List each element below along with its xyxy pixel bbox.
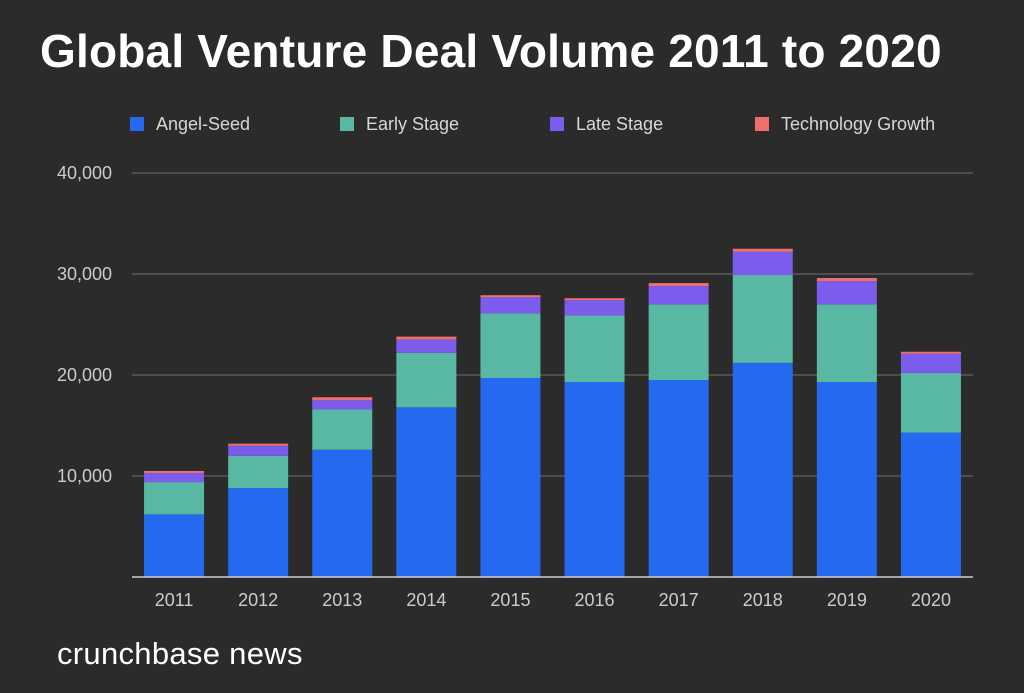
legend-swatch-angel-seed xyxy=(130,117,144,131)
x-tick-label: 2017 xyxy=(659,590,699,610)
bar-segment-technology-growth-2015 xyxy=(480,295,541,298)
y-tick-label: 30,000 xyxy=(57,264,112,284)
bar-segment-technology-growth-2011 xyxy=(144,470,205,473)
bar-segment-late-stage-2011 xyxy=(144,472,205,483)
legend-swatch-late-stage xyxy=(550,117,564,131)
x-tick-label: 2014 xyxy=(406,590,446,610)
bar-segment-early-stage-2017 xyxy=(648,304,709,381)
bar-segment-technology-growth-2019 xyxy=(816,278,877,282)
stacked-bar-chart: 10,000 20,000 30,000 40,000 2011 2012 2013 2014… xyxy=(57,163,973,610)
bar-segment-late-stage-2017 xyxy=(648,286,709,305)
bar-segment-early-stage-2018 xyxy=(732,275,793,363)
bar-segment-technology-growth-2018 xyxy=(732,248,793,252)
legend-item-late-stage: Late Stage xyxy=(550,110,663,138)
bar-segment-early-stage-2012 xyxy=(228,455,289,489)
bar-segment-late-stage-2019 xyxy=(816,281,877,305)
chart-legend: Angel-Seed Early Stage Late Stage Techno… xyxy=(0,110,1024,138)
legend-swatch-technology-growth xyxy=(755,117,769,131)
bar-segment-angel-seed-2016 xyxy=(564,382,625,577)
bar-segment-early-stage-2013 xyxy=(312,409,373,450)
bar-segment-angel-seed-2012 xyxy=(228,488,289,577)
legend-item-angel-seed: Angel-Seed xyxy=(130,110,250,138)
bar-segment-technology-growth-2013 xyxy=(312,397,373,401)
x-tick-label: 2015 xyxy=(490,590,530,610)
brand-logo-text: crunchbase news xyxy=(57,636,303,671)
bar-segment-angel-seed-2011 xyxy=(144,514,205,577)
x-tick-label: 2020 xyxy=(911,590,951,610)
bar-segment-technology-growth-2016 xyxy=(564,298,625,301)
bar-segment-late-stage-2014 xyxy=(396,339,457,353)
bar-segment-late-stage-2013 xyxy=(312,400,373,410)
bar-segment-early-stage-2020 xyxy=(900,372,961,433)
legend-item-early-stage: Early Stage xyxy=(340,110,459,138)
legend-label-early-stage: Early Stage xyxy=(366,113,460,134)
bar-segment-late-stage-2020 xyxy=(900,353,961,373)
bar-segment-angel-seed-2015 xyxy=(480,378,541,577)
bar-segment-angel-seed-2013 xyxy=(312,449,373,577)
bar-segment-technology-growth-2012 xyxy=(228,443,289,446)
chart-title: Global Venture Deal Volume 2011 to 2020 xyxy=(40,25,942,77)
bar-segment-angel-seed-2020 xyxy=(900,432,961,577)
legend-item-technology-growth: Technology Growth xyxy=(755,110,935,138)
legend-label-technology-growth: Technology Growth xyxy=(781,113,936,134)
legend-label-angel-seed: Angel-Seed xyxy=(156,113,251,134)
x-tick-label: 2012 xyxy=(238,590,278,610)
bar-segment-late-stage-2012 xyxy=(228,445,289,456)
y-tick-label: 40,000 xyxy=(57,163,112,183)
bar-segment-angel-seed-2018 xyxy=(732,362,793,577)
bar-segment-angel-seed-2017 xyxy=(648,380,709,577)
bar-segment-technology-growth-2020 xyxy=(900,351,961,354)
bar-segment-technology-growth-2017 xyxy=(648,283,709,287)
bar-segment-late-stage-2016 xyxy=(564,300,625,316)
x-tick-label: 2013 xyxy=(322,590,362,610)
x-tick-label: 2019 xyxy=(827,590,867,610)
bar-segment-early-stage-2016 xyxy=(564,315,625,383)
bar-segment-late-stage-2018 xyxy=(732,251,793,276)
bar-segment-early-stage-2014 xyxy=(396,352,457,408)
legend-swatch-early-stage xyxy=(340,117,354,131)
bar-segment-technology-growth-2014 xyxy=(396,336,457,340)
bar-segment-early-stage-2019 xyxy=(816,304,877,383)
y-tick-label: 10,000 xyxy=(57,466,112,486)
bar-segment-late-stage-2015 xyxy=(480,297,541,314)
bar-segment-angel-seed-2019 xyxy=(816,382,877,577)
bar-segment-early-stage-2011 xyxy=(144,482,205,515)
x-tick-label: 2016 xyxy=(575,590,615,610)
x-tick-label: 2018 xyxy=(743,590,783,610)
legend-label-late-stage: Late Stage xyxy=(576,113,664,134)
bar-segment-angel-seed-2014 xyxy=(396,407,457,577)
x-tick-label: 2011 xyxy=(155,590,194,610)
bar-segment-early-stage-2015 xyxy=(480,313,541,379)
y-tick-label: 20,000 xyxy=(57,365,112,385)
